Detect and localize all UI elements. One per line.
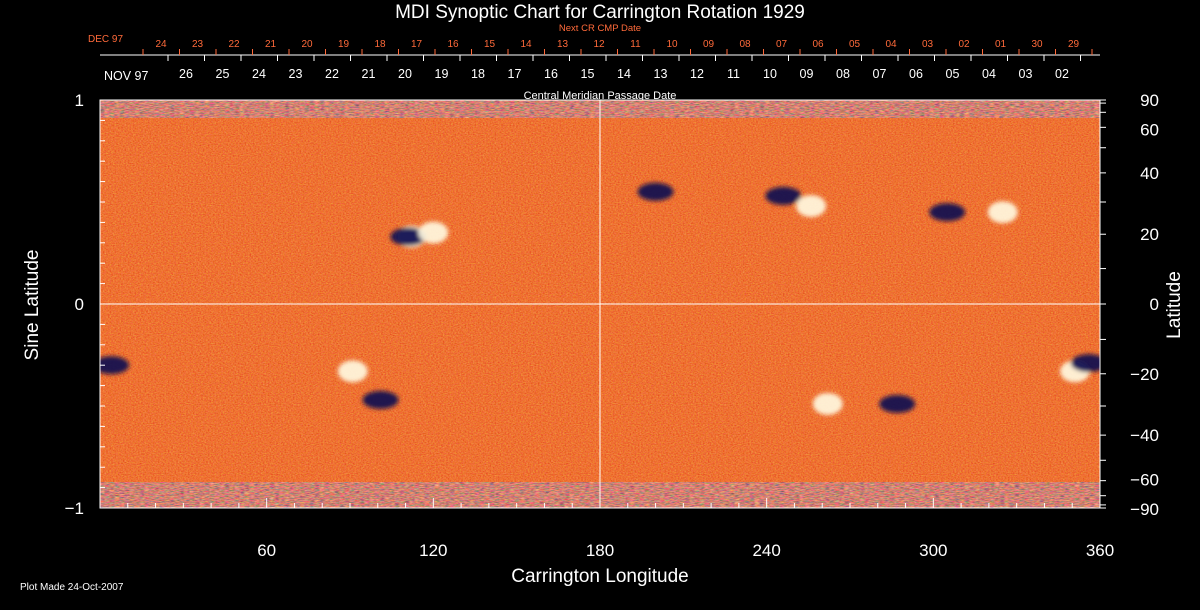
positive-region-5	[796, 195, 827, 218]
next-cr-date: 01	[995, 39, 1007, 50]
cmp-date: 12	[690, 67, 704, 81]
cmp-date: 17	[508, 67, 522, 81]
cmp-date: 15	[581, 67, 595, 81]
negative-region-1	[390, 227, 427, 246]
next-cr-date: 22	[228, 39, 240, 50]
cmp-date: 06	[909, 67, 923, 81]
next-cr-date: 11	[630, 39, 641, 50]
x-tick-label: 180	[586, 541, 614, 560]
x-tick-label: 60	[257, 541, 276, 560]
y-right-tick-label: −60	[1130, 471, 1159, 490]
y-right-tick-label: 0	[1150, 295, 1159, 314]
cmp-date: 05	[946, 67, 960, 81]
next-cr-date: 19	[338, 39, 350, 50]
cmp-date: 14	[617, 67, 631, 81]
negative-region-3	[637, 182, 674, 201]
positive-region-8	[337, 360, 368, 383]
next-cr-date: 10	[666, 39, 678, 50]
negative-region-6	[929, 203, 966, 222]
negative-region-4	[765, 186, 802, 205]
next-cr-date: 04	[885, 39, 897, 50]
next-cr-date: 17	[411, 39, 423, 50]
cmp-date: 04	[982, 67, 996, 81]
next-cr-date: 12	[593, 39, 605, 50]
next-cr-date: 06	[812, 39, 824, 50]
cmp-date: 22	[325, 67, 339, 81]
negative-region-12	[1070, 354, 1100, 373]
cmp-date: 21	[362, 67, 376, 81]
positive-region-7	[987, 201, 1018, 224]
y-axis-label-right: Latitude	[1164, 271, 1185, 339]
next-cr-date: 18	[374, 39, 386, 50]
next-cr-date: 07	[776, 39, 788, 50]
cmp-date: 23	[289, 67, 303, 81]
next-cr-date: 13	[557, 39, 569, 50]
y-right-tick-label: 60	[1140, 120, 1159, 139]
negative-region-10	[100, 356, 130, 375]
next-cr-date: 09	[703, 39, 715, 50]
y-left-tick-label: −1	[65, 499, 84, 518]
next-cr-date: 20	[301, 39, 313, 50]
next-cr-date: 08	[739, 39, 751, 50]
cmp-date: 07	[873, 67, 887, 81]
next-cr-date: 15	[484, 39, 496, 50]
cmp-date: 18	[471, 67, 485, 81]
cmp-date: 20	[398, 67, 412, 81]
footer-text: Plot Made 24-Oct-2007	[20, 582, 124, 593]
chart-title: MDI Synoptic Chart for Carrington Rotati…	[395, 2, 805, 23]
y-right-tick-label: −40	[1130, 426, 1159, 445]
cmp-date: 19	[435, 67, 449, 81]
cmp-date: 10	[763, 67, 777, 81]
cmp-date: 11	[727, 67, 740, 81]
cmp-date: 16	[544, 67, 558, 81]
next-cr-date: 23	[192, 39, 204, 50]
next-cr-date: 24	[155, 39, 167, 50]
x-tick-label: 300	[919, 541, 947, 560]
field-map	[99, 99, 1101, 509]
positive-region-14	[812, 392, 843, 415]
next-cr-date: 14	[520, 39, 532, 50]
x-axis-label: Carrington Longitude	[511, 566, 688, 587]
y-axis-left: 1 0 −1	[65, 91, 110, 518]
cmp-date: 26	[179, 67, 193, 81]
cmp-label: Central Meridian Passage Date	[524, 90, 677, 102]
negative-region-9	[362, 390, 399, 409]
next-cr-date: 03	[922, 39, 934, 50]
cmp-date: 13	[654, 67, 668, 81]
next-cr-month: DEC 97	[88, 34, 123, 45]
y-right-tick-label: 90	[1140, 91, 1159, 110]
x-tick-label: 240	[752, 541, 780, 560]
next-cr-label: Next CR CMP Date	[559, 23, 641, 34]
y-right-tick-label: −20	[1130, 365, 1159, 384]
x-tick-label: 120	[419, 541, 447, 560]
next-cr-date: 05	[849, 39, 861, 50]
cmp-date: 02	[1055, 67, 1069, 81]
y-right-tick-label: 40	[1140, 164, 1159, 183]
next-cr-date: 21	[265, 39, 277, 50]
next-cr-date: 02	[958, 39, 970, 50]
cmp-date: 03	[1019, 67, 1033, 81]
y-left-tick-label: 1	[75, 91, 84, 110]
negative-region-13	[879, 394, 916, 413]
y-right-tick-label: −90	[1130, 500, 1159, 519]
cmp-date: 09	[800, 67, 814, 81]
cmp-month: NOV 97	[104, 69, 149, 83]
date-axis: 24 23 22 21 20 19 18 17 16 15 14 13 12 11 10 09 08 07 06 05…	[100, 39, 1100, 81]
cmp-date: 08	[836, 67, 850, 81]
cmp-date: 24	[252, 67, 266, 81]
y-axis-label-left: Sine Latitude	[22, 250, 43, 361]
x-tick-label: 360	[1086, 541, 1114, 560]
next-cr-date: 16	[447, 39, 459, 50]
y-axis-right: 90 60 40 20 0 −20 −40 −60 −90	[1100, 91, 1159, 519]
positive-region-2	[418, 221, 449, 244]
next-cr-date: 30	[1031, 39, 1043, 50]
next-cr-date: 29	[1068, 39, 1080, 50]
cmp-date: 25	[216, 67, 230, 81]
y-left-tick-label: 0	[75, 295, 84, 314]
x-axis: 60 120 180 240 300 360	[99, 498, 1114, 560]
y-right-tick-label: 20	[1140, 225, 1159, 244]
